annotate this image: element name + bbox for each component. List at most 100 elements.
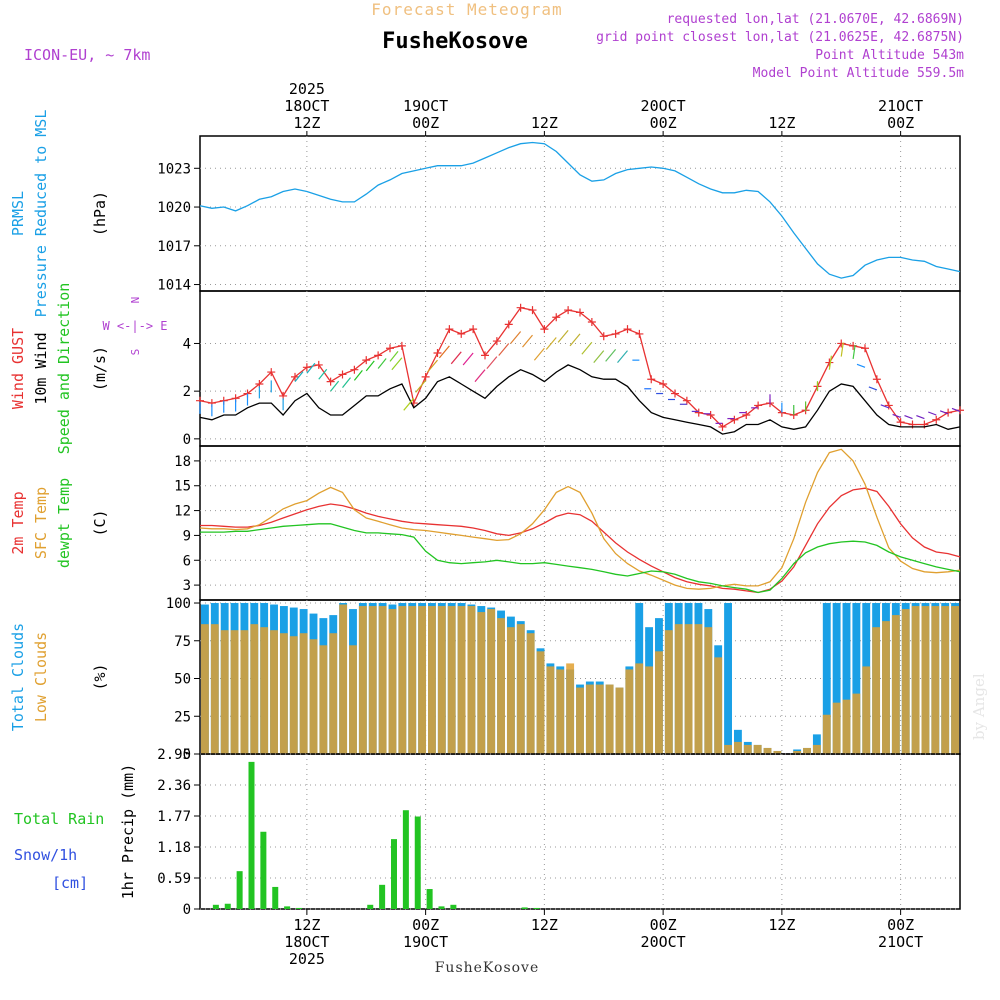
- low-cloud-bar: [467, 606, 476, 754]
- top-time-label: 12Z: [293, 114, 320, 132]
- wind-direction-arrow: [916, 415, 925, 420]
- clouds-label-line: Low Clouds: [32, 632, 50, 722]
- precip-bar: [438, 906, 445, 909]
- precip-bar: [272, 886, 279, 909]
- chart-panels: 1014 1017 1020 1023 PRMSL Pressure Reduced to…: [9, 110, 964, 918]
- gust-marker: [362, 356, 371, 365]
- pressure-ytick-label: 1023: [157, 161, 191, 177]
- gust-marker: [932, 415, 941, 424]
- clouds-panel: 0 25 50 75 100 Total Clouds Low Clouds (%): [9, 596, 961, 763]
- temperature-ytick-label: 3: [183, 578, 191, 594]
- gust-marker: [635, 329, 644, 338]
- gust-marker: [492, 337, 501, 346]
- wind-direction-arrow: [939, 410, 949, 415]
- low-cloud-bar: [260, 627, 269, 754]
- temperature-label-line: 2m Temp: [9, 491, 27, 554]
- low-cloud-bar: [941, 606, 950, 754]
- gust-marker: [694, 408, 703, 417]
- wind-direction-arrow: [605, 349, 617, 362]
- wind-direction-arrow: [403, 397, 415, 411]
- wind-direction-arrow: [353, 370, 363, 381]
- temperature-ytick-label: 15: [174, 479, 191, 495]
- gust-marker: [872, 375, 881, 384]
- clouds-ytick-label: 100: [166, 596, 191, 612]
- gust-marker: [291, 372, 299, 381]
- low-cloud-bar: [299, 633, 308, 754]
- bottom-time-label: 2025: [289, 950, 325, 968]
- low-cloud-bar: [714, 657, 723, 754]
- low-cloud-bar: [625, 669, 634, 754]
- precip-legend-line: Snow/1h: [14, 846, 77, 864]
- pressure-series-prmsl: [199, 141, 961, 279]
- low-cloud-bar: [733, 741, 742, 754]
- top-time-label: 20OCT: [641, 97, 686, 115]
- gust-marker: [884, 401, 893, 410]
- low-cloud-bar: [556, 669, 565, 754]
- low-cloud-bar: [901, 609, 910, 754]
- low-cloud-bar: [832, 702, 841, 754]
- precip-bar: [533, 907, 540, 909]
- bottom-time-label: 12Z: [293, 916, 320, 934]
- top-time-label: 2025: [289, 80, 325, 98]
- low-cloud-bar: [309, 639, 318, 754]
- wind-direction-arrow: [522, 334, 533, 348]
- low-cloud-bar: [230, 630, 239, 754]
- temperature-ytick-label: 6: [183, 553, 191, 569]
- gust-marker: [599, 332, 608, 341]
- wind-ytick-label: 0: [183, 432, 191, 448]
- precip-ytick-label: 2.95: [157, 747, 191, 763]
- low-cloud-bar: [694, 624, 703, 754]
- bottom-time-label: 19OCT: [403, 933, 448, 951]
- requested-coords: requested lon,lat (21.0670E, 42.6869N): [667, 12, 964, 27]
- model-label: ICON-EU, ~ 7km: [24, 46, 150, 64]
- gust-marker: [386, 344, 394, 353]
- temperature-series-sfc-temp: [199, 448, 961, 590]
- low-cloud-bar: [931, 606, 940, 754]
- temperature-ytick-label: 9: [183, 528, 191, 544]
- clouds-label-line: Total Clouds: [9, 623, 27, 731]
- precip-ytick-label: 0: [183, 902, 191, 918]
- wind-direction-arrow: [852, 344, 856, 360]
- gust-marker: [896, 418, 905, 427]
- low-cloud-bar: [753, 744, 762, 754]
- bottom-time-label: 12Z: [768, 916, 795, 934]
- precip-bar: [367, 904, 374, 909]
- gust-marker: [659, 380, 668, 388]
- gust-marker: [338, 370, 347, 379]
- precip-bar: [260, 831, 267, 909]
- wind-series-10m-wind: [199, 364, 961, 435]
- low-cloud-bar: [477, 612, 486, 754]
- closest-coords: grid point closest lon,lat (21.0625E, 42…: [596, 30, 964, 45]
- gust-marker: [552, 313, 561, 322]
- wind-direction-arrow: [593, 350, 605, 363]
- low-cloud-bar: [408, 606, 417, 754]
- wind-series-wind-gust: [199, 306, 961, 428]
- precip-bar: [402, 810, 409, 909]
- precip-bar: [224, 903, 231, 909]
- wind-ytick-label: 4: [183, 336, 191, 352]
- precip-bar: [296, 907, 302, 909]
- low-cloud-bar: [793, 750, 802, 754]
- wind-direction-arrow: [318, 368, 328, 380]
- wind-direction-arrow: [533, 347, 545, 361]
- wind-unit-label: (m/s): [91, 346, 109, 391]
- low-cloud-bar: [822, 714, 831, 754]
- precip-legend-line: Total Rain: [14, 810, 104, 828]
- low-cloud-bar: [842, 699, 851, 754]
- wind-direction-arrow: [880, 404, 889, 409]
- wind-direction-arrow: [391, 357, 403, 371]
- pressure-ytick-label: 1017: [157, 239, 191, 255]
- low-cloud-bar: [497, 618, 505, 754]
- low-cloud-bar: [605, 684, 614, 754]
- gust-marker: [730, 415, 739, 424]
- low-cloud-bar: [388, 609, 397, 754]
- low-cloud-bar: [872, 627, 881, 754]
- precip-ytick-label: 1.77: [157, 809, 191, 825]
- gust-marker: [302, 363, 311, 372]
- footer-location: FusheKosove: [435, 960, 540, 976]
- clouds-ytick-label: 0: [183, 747, 191, 763]
- temperature-label-line: SFC Temp: [32, 487, 50, 559]
- low-cloud-bar: [536, 651, 545, 754]
- precip-bar: [450, 904, 457, 909]
- low-cloud-bar: [319, 645, 328, 754]
